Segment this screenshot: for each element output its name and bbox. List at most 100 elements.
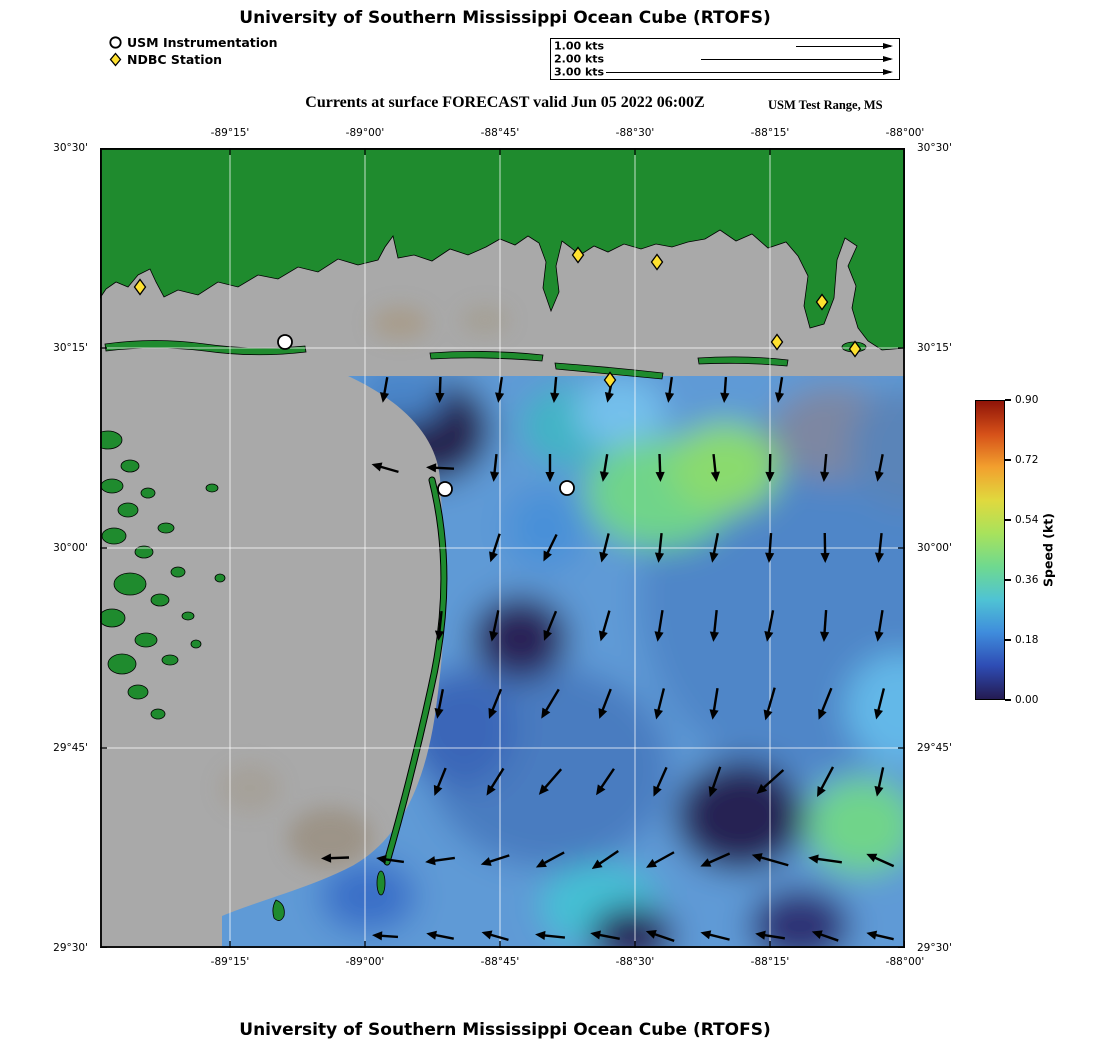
current-vector-arrow xyxy=(874,767,885,797)
lon-tick-label: -89°15' xyxy=(210,127,250,139)
current-vector-arrow xyxy=(590,930,620,941)
lat-tick-label: 30°15' xyxy=(917,342,952,354)
lon-tick-label: -88°45' xyxy=(480,956,520,968)
current-vector-arrow xyxy=(489,533,501,563)
lat-tick-label: 30°15' xyxy=(53,342,88,354)
colorbar-tick-label: 0.90 xyxy=(1015,394,1039,406)
ndbc-station-marker xyxy=(770,333,784,351)
current-vector-arrow xyxy=(425,856,456,866)
map-canvas xyxy=(93,147,906,949)
current-vector-arrow xyxy=(700,852,731,867)
current-vector-arrow xyxy=(480,854,510,866)
current-vector-arrow xyxy=(550,376,560,403)
current-vector-arrow xyxy=(535,930,566,941)
vector-scale-box: 1.00 kts 2.00 kts 3.00 kts xyxy=(550,38,900,80)
current-vector-arrow xyxy=(755,930,786,940)
lon-tick-label: -88°15' xyxy=(750,956,790,968)
current-vector-arrow xyxy=(820,453,830,482)
lat-tick-label: 29°30' xyxy=(917,942,952,954)
scale-row-2: 2.00 kts xyxy=(551,52,899,65)
colorbar-ticks: 0.00 0.18 0.36 0.54 0.72 0.90 xyxy=(1005,394,1069,706)
current-vector-arrow xyxy=(710,453,720,482)
axis-labels-bottom: -89°15' -89°00' -88°45' -88°30' -88°15' -88°0… xyxy=(100,956,925,970)
barrier-island-petit-bois xyxy=(697,356,789,367)
usm-instrumentation-marker xyxy=(437,481,453,497)
colorbar-tickmark xyxy=(1005,579,1011,581)
current-vector-arrow xyxy=(765,532,775,563)
current-vector-arrow xyxy=(545,454,555,482)
current-vector-arrow xyxy=(808,854,843,864)
current-vector-arrow xyxy=(764,610,775,642)
ndbc-station-marker xyxy=(571,246,585,264)
current-vector-arrow xyxy=(820,532,830,563)
axis-labels-top: -89°15' -89°00' -88°45' -88°30' -88°15' -88°0… xyxy=(100,127,925,141)
current-vector-arrow xyxy=(426,930,454,940)
current-vector-arrow xyxy=(434,610,445,641)
colorbar-tick-label: 0.36 xyxy=(1015,574,1039,586)
current-vector-arrow xyxy=(598,688,612,719)
usm-instrumentation-marker xyxy=(277,334,293,350)
ndbc-station-marker xyxy=(650,253,664,271)
station-markers xyxy=(133,246,862,497)
ndbc-diamond-icon xyxy=(109,52,122,67)
lon-tick-label: -88°00' xyxy=(885,127,925,139)
legend-item-usm: USM Instrumentation xyxy=(108,34,278,51)
current-vector-arrow xyxy=(591,850,619,869)
current-vector-arrow xyxy=(481,930,509,942)
scale-label-2: 2.00 kts xyxy=(554,52,605,66)
current-vector-arrow xyxy=(709,533,720,563)
current-vector-arrow xyxy=(818,687,833,720)
scale-arrow-line xyxy=(701,55,893,62)
colorbar-label: Speed (kt) xyxy=(1040,513,1056,587)
current-vector-arrow xyxy=(866,930,894,941)
colorbar-tick: 0.54 xyxy=(1005,514,1038,526)
current-vector-arrow xyxy=(654,610,664,642)
colorbar-tickmark xyxy=(1005,639,1011,641)
current-vector-arrow xyxy=(720,376,730,403)
ndbc-station-marker xyxy=(815,293,829,311)
colorbar-tick-label: 0.54 xyxy=(1015,514,1039,526)
marsh-islands xyxy=(93,430,226,720)
lon-tick-label: -89°00' xyxy=(345,956,385,968)
colorbar-tickmark xyxy=(1005,459,1011,461)
barrier-island-ship xyxy=(429,351,544,362)
current-vector-arrow xyxy=(709,609,719,642)
current-vector-arrow xyxy=(708,766,722,798)
region-label: USM Test Range, MS xyxy=(768,98,883,112)
current-vector-arrow xyxy=(646,851,675,868)
current-vector-arrow xyxy=(874,532,885,563)
lon-tick-label: -89°00' xyxy=(345,127,385,139)
lat-tick-label: 30°00' xyxy=(53,542,88,554)
current-vector-arrow xyxy=(433,767,447,796)
current-vector-arrow xyxy=(435,376,445,403)
colorbar-tick: 0.00 xyxy=(1005,694,1038,706)
forecast-subtitle: Currents at surface FORECAST valid Jun 0… xyxy=(305,94,705,111)
colorbar-tickmark xyxy=(1005,519,1011,521)
colorbar-tick-label: 0.72 xyxy=(1015,454,1039,466)
current-vector-arrow xyxy=(598,610,611,642)
current-vector-arrow xyxy=(655,453,665,482)
current-vector-arrow xyxy=(874,688,886,720)
current-vector-arrow xyxy=(756,769,785,795)
current-vector-arrow xyxy=(645,930,675,943)
colorbar-tick-label: 0.00 xyxy=(1015,694,1039,706)
shallow-tint-patches xyxy=(220,306,509,868)
colorbar-tick: 0.90 xyxy=(1005,394,1038,406)
usm-instrumentation-marker xyxy=(559,480,575,496)
legend-label-usm: USM Instrumentation xyxy=(127,35,278,50)
current-vector-arrow xyxy=(543,533,558,562)
current-vector-arrow xyxy=(535,851,565,868)
current-vector-arrow xyxy=(489,610,500,642)
current-vector-arrow xyxy=(654,532,665,563)
chandeleur-arc xyxy=(384,477,447,865)
current-vector-arrow xyxy=(751,853,789,867)
scale-arrow-line xyxy=(606,69,893,76)
current-vector-arrow xyxy=(541,688,560,719)
current-vector-arrow xyxy=(654,688,666,720)
current-vector-arrow xyxy=(538,768,563,795)
lon-tick-label: -88°15' xyxy=(750,127,790,139)
current-vector-arrow xyxy=(434,689,445,719)
mainland-coast xyxy=(99,147,906,351)
current-vector-arrow xyxy=(774,376,785,403)
lon-tick-label: -88°00' xyxy=(885,956,925,968)
